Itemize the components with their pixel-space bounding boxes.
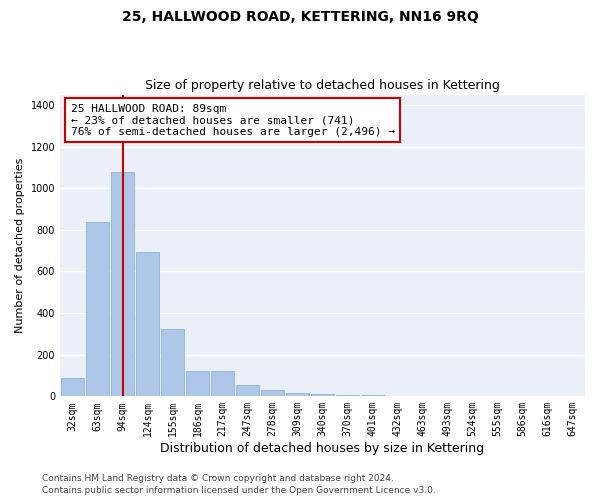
Bar xyxy=(136,252,160,396)
Text: 25, HALLWOOD ROAD, KETTERING, NN16 9RQ: 25, HALLWOOD ROAD, KETTERING, NN16 9RQ xyxy=(122,10,478,24)
Title: Size of property relative to detached houses in Kettering: Size of property relative to detached ho… xyxy=(145,79,500,92)
Bar xyxy=(286,392,310,396)
Text: Contains HM Land Registry data © Crown copyright and database right 2024.
Contai: Contains HM Land Registry data © Crown c… xyxy=(42,474,436,495)
Text: 25 HALLWOOD ROAD: 89sqm
← 23% of detached houses are smaller (741)
76% of semi-d: 25 HALLWOOD ROAD: 89sqm ← 23% of detache… xyxy=(71,104,395,137)
X-axis label: Distribution of detached houses by size in Kettering: Distribution of detached houses by size … xyxy=(160,442,485,455)
Bar xyxy=(335,394,359,396)
Bar xyxy=(86,222,109,396)
Bar xyxy=(236,385,259,396)
Bar xyxy=(110,172,134,396)
Bar xyxy=(260,390,284,396)
Bar xyxy=(311,394,334,396)
Bar xyxy=(61,378,85,396)
Bar xyxy=(161,328,184,396)
Bar xyxy=(185,372,209,396)
Y-axis label: Number of detached properties: Number of detached properties xyxy=(15,158,25,333)
Bar xyxy=(211,372,235,396)
